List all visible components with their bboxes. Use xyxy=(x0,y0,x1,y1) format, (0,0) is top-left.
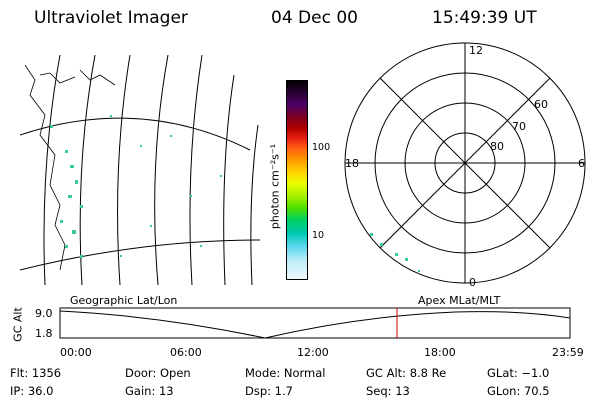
status-seq: Seq: 13 xyxy=(366,384,410,398)
status-glon: GLon: 70.5 xyxy=(487,384,550,398)
time-tick-0000: 00:00 xyxy=(60,346,92,359)
polar-plot xyxy=(344,42,586,284)
status-door: Door: Open xyxy=(125,366,191,380)
aurora-emission xyxy=(50,115,222,258)
colorbar-unit-label: photon cm⁻²s⁻¹ xyxy=(268,143,282,230)
mlt-label-6: 6 xyxy=(578,157,585,170)
status-gc-alt: GC Alt: 8.8 Re xyxy=(366,366,447,380)
lat-label-60: 60 xyxy=(534,98,548,111)
polar-aurora xyxy=(370,233,420,272)
gc-alt-axis-label: GC Alt xyxy=(11,307,25,342)
colorbar-tick-100: 100 xyxy=(312,142,331,153)
mlt-label-18: 18 xyxy=(345,157,359,170)
colorbar xyxy=(286,80,308,280)
time-tick-0600: 06:00 xyxy=(170,346,202,359)
status-mode: Mode: Normal xyxy=(245,366,326,380)
status-dsp: Dsp: 1.7 xyxy=(245,384,293,398)
lat-label-70: 70 xyxy=(512,120,526,133)
geographic-panel-label: Geographic Lat/Lon xyxy=(70,294,178,307)
status-gain: Gain: 13 xyxy=(125,384,174,398)
status-flt: Flt: 1356 xyxy=(10,366,62,380)
colorbar-tick-10: 10 xyxy=(312,230,325,241)
mlt-label-12: 12 xyxy=(469,44,483,57)
geographic-map xyxy=(20,55,261,285)
mlt-label-0: 0 xyxy=(469,276,476,289)
status-glat: GLat: −1.0 xyxy=(487,366,550,380)
apex-panel-label: Apex MLat/MLT xyxy=(418,294,501,307)
lat-label-80: 80 xyxy=(490,140,504,153)
time-tick-1200: 12:00 xyxy=(297,346,329,359)
date-label: 04 Dec 00 xyxy=(271,8,358,28)
time-tick-2359: 23:59 xyxy=(552,346,584,359)
instrument-title: Ultraviolet Imager xyxy=(34,8,188,28)
altitude-plot xyxy=(59,307,571,339)
status-ip: IP: 36.0 xyxy=(10,384,54,398)
gc-alt-tick-high: 9.0 xyxy=(35,307,53,320)
gc-alt-tick-low: 1.8 xyxy=(35,327,53,340)
time-tick-1800: 18:00 xyxy=(424,346,456,359)
time-label: 15:49:39 UT xyxy=(432,8,537,28)
